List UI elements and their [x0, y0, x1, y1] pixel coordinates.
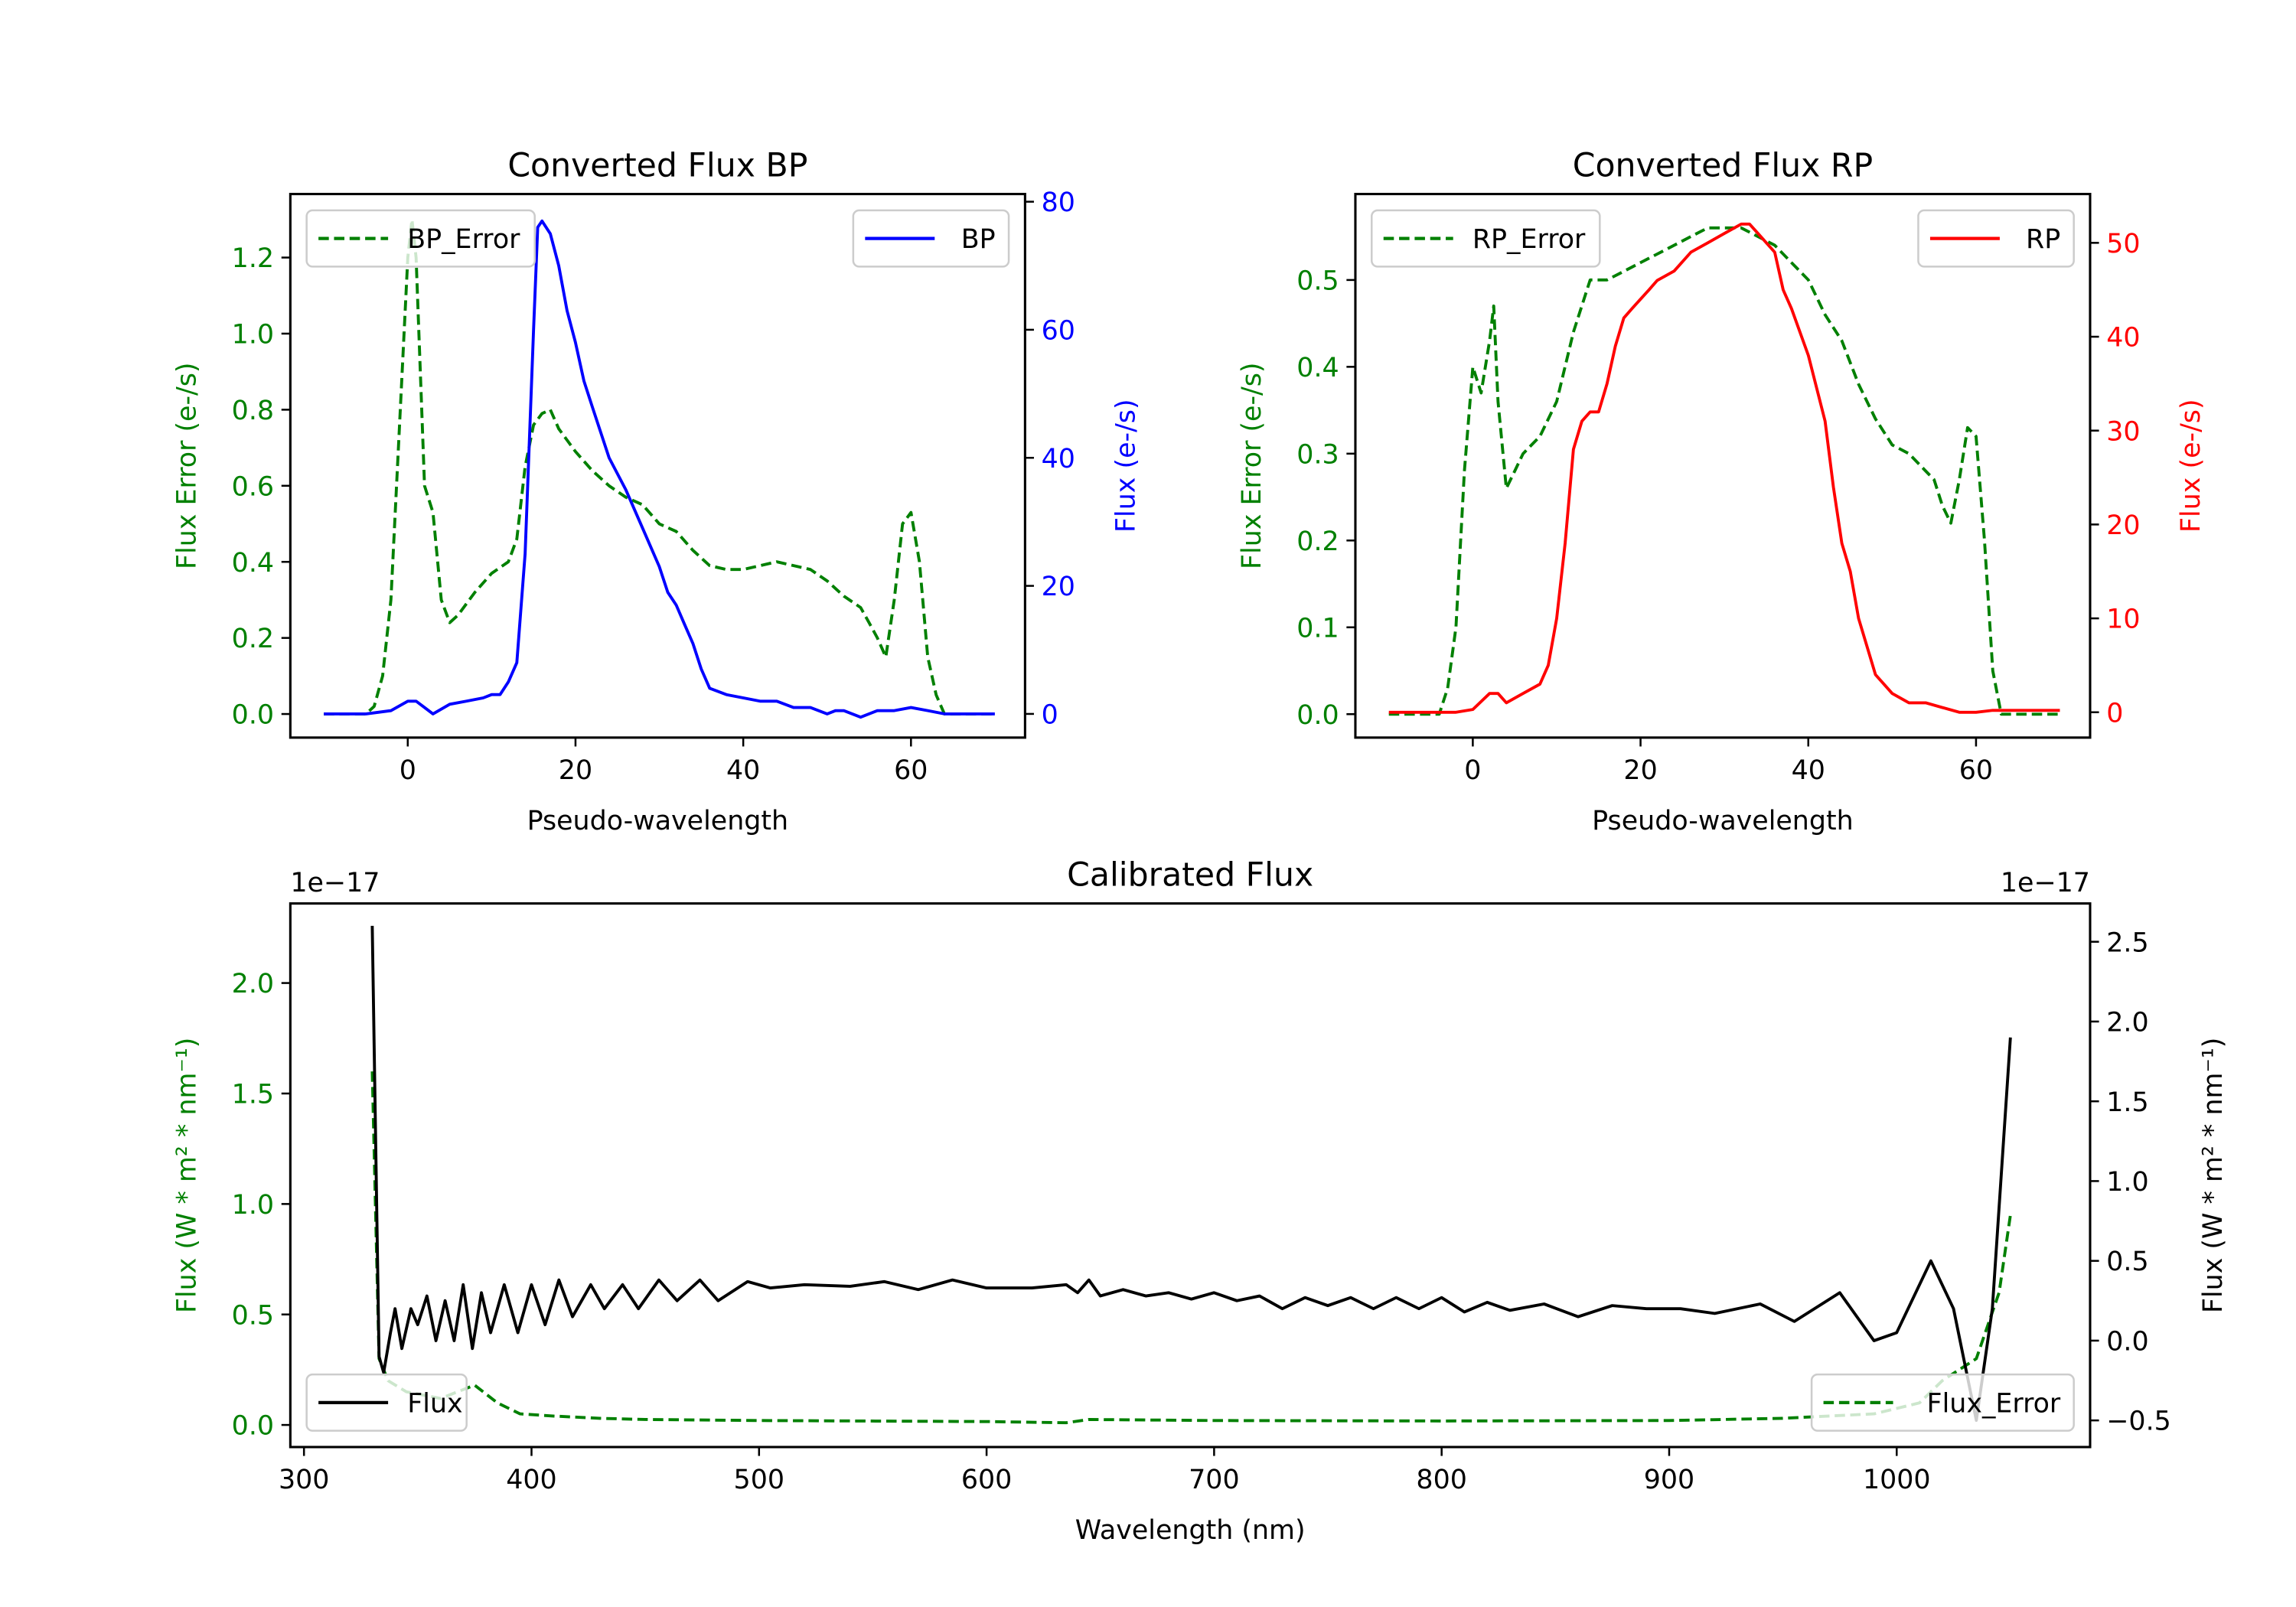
y-left-axis-label: Flux (W * m² * nm⁻¹) — [171, 1038, 202, 1313]
y-left-tick-label: 0.5 — [232, 1300, 274, 1331]
x-tick-label: 40 — [1792, 755, 1825, 786]
y-right-tick-label: 60 — [1042, 316, 1075, 347]
y-right-tick-label: 2.0 — [2106, 1008, 2148, 1038]
legend-rp: RP — [1917, 209, 2075, 268]
y-right-axis-label: Flux (e-/s) — [1111, 399, 1142, 533]
legend-label: RP_Error — [1473, 224, 1586, 255]
chart-title: Converted Flux BP — [507, 146, 807, 184]
legend-bp-error: BP_Error — [305, 209, 536, 268]
chart-title: Converted Flux RP — [1573, 146, 1873, 184]
x-tick-label: 60 — [1959, 755, 1993, 786]
bp-chart: 0 20 40 60 0.0 0.2 0.4 0.6 0.8 1.0 1.2 0 20 40 60 80 Con… — [171, 146, 1141, 836]
legend-label: Flux — [407, 1388, 462, 1419]
y-left-tick-label: 0.2 — [1296, 526, 1339, 557]
legend-rp-error: RP_Error — [1371, 209, 1601, 268]
y-right-tick-label: 0.0 — [2106, 1326, 2148, 1357]
x-tick-label: 900 — [1644, 1465, 1694, 1495]
chart-title: Calibrated Flux — [1067, 856, 1313, 894]
x-tick-label: 20 — [559, 755, 592, 786]
x-tick-label: 20 — [1623, 755, 1657, 786]
series-line-bp-error — [324, 217, 995, 716]
y-right-tick-label: 50 — [2106, 229, 2140, 259]
y-left-tick-label: 2.0 — [232, 969, 274, 999]
axes-frame — [289, 193, 1026, 739]
series-line-flux — [370, 925, 2012, 1423]
y-left-tick-label: 0.0 — [232, 700, 274, 731]
axes-frame — [289, 902, 2092, 1449]
legend-label: BP_Error — [407, 224, 520, 255]
axes-frame — [1354, 193, 2092, 739]
y-right-axis-label: Flux (W * m² * nm⁻¹) — [2198, 1038, 2229, 1313]
y-right-tick-label: 0 — [1042, 699, 1058, 730]
x-tick-label: 0 — [400, 755, 416, 786]
x-axis-label: Pseudo-wavelength — [1592, 806, 1854, 836]
legend-box — [305, 209, 536, 268]
calibrated-flux-chart: 300 400 500 600 700 800 900 1000 0.0 0.5 1.0 1.5 2.0… — [171, 856, 2229, 1546]
x-tick-label: 500 — [734, 1465, 784, 1495]
x-axis-label: Wavelength (nm) — [1075, 1515, 1306, 1546]
y-right-tick-label: 20 — [1042, 572, 1075, 602]
y-right-offset-label: 1e−17 — [2001, 868, 2090, 898]
series-line-rp-error — [1388, 226, 2060, 716]
x-tick-label: 60 — [894, 755, 928, 786]
y-right-tick-label: 20 — [2106, 510, 2140, 541]
y-left-tick-label: 0.5 — [1296, 266, 1339, 296]
y-right-tick-label: 40 — [2106, 323, 2140, 354]
x-tick-label: 0 — [1464, 755, 1481, 786]
x-axis-label: Pseudo-wavelength — [527, 806, 789, 836]
x-tick-label: 600 — [961, 1465, 1012, 1495]
legend-flux: Flux — [305, 1373, 468, 1432]
legend-label: BP — [961, 224, 996, 255]
y-left-tick-label: 0.6 — [232, 471, 274, 502]
series-line-bp — [324, 219, 995, 719]
x-tick-label: 700 — [1189, 1465, 1239, 1495]
y-left-tick-label: 1.5 — [232, 1080, 274, 1110]
legend-flux-error: Flux_Error — [1810, 1373, 2075, 1432]
y-right-axis-label: Flux (e-/s) — [2176, 399, 2206, 533]
legend-bp: BP — [852, 209, 1010, 268]
x-tick-label: 800 — [1416, 1465, 1466, 1495]
y-right-tick-label: 40 — [1042, 444, 1075, 474]
y-left-tick-label: 0.0 — [1296, 700, 1339, 731]
y-right-tick-label: 1.0 — [2106, 1167, 2148, 1198]
y-right-tick-label: 10 — [2106, 605, 2140, 635]
x-tick-label: 1000 — [1863, 1465, 1931, 1495]
y-left-tick-label: 0.8 — [232, 396, 274, 426]
rp-chart: 0 20 40 60 0.0 0.1 0.2 0.3 0.4 0.5 0 10 20 30 40 50 Conv… — [1237, 146, 2206, 836]
y-left-tick-label: 0.0 — [232, 1411, 274, 1442]
y-right-tick-label: −0.5 — [2106, 1407, 2171, 1437]
y-left-tick-label: 0.3 — [1296, 439, 1339, 470]
y-right-tick-label: 0 — [2106, 698, 2123, 729]
x-tick-label: 400 — [506, 1465, 556, 1495]
y-left-tick-label: 1.0 — [232, 1190, 274, 1221]
legend-box — [1371, 209, 1601, 268]
y-right-tick-label: 80 — [1042, 187, 1075, 218]
y-right-tick-label: 0.5 — [2106, 1247, 2148, 1277]
legend-label: RP — [2026, 224, 2060, 255]
y-left-axis-label: Flux Error (e-/s) — [1237, 362, 1267, 569]
y-left-tick-label: 0.4 — [1296, 353, 1339, 383]
y-left-tick-label: 1.2 — [232, 243, 274, 274]
x-tick-label: 300 — [279, 1465, 329, 1495]
legend-label: Flux_Error — [1927, 1388, 2061, 1419]
y-left-tick-label: 0.2 — [232, 624, 274, 654]
y-left-tick-label: 1.0 — [232, 320, 274, 350]
y-left-tick-label: 0.4 — [232, 548, 274, 579]
y-right-tick-label: 1.5 — [2106, 1087, 2148, 1118]
x-tick-label: 40 — [726, 755, 760, 786]
series-line-rp — [1388, 222, 2060, 714]
y-left-axis-label: Flux Error (e-/s) — [171, 362, 202, 569]
y-left-offset-label: 1e−17 — [290, 868, 380, 898]
y-right-tick-label: 30 — [2106, 416, 2140, 447]
legend-box — [1810, 1373, 2075, 1432]
y-right-tick-label: 2.5 — [2106, 927, 2148, 958]
y-left-tick-label: 0.1 — [1296, 613, 1339, 644]
